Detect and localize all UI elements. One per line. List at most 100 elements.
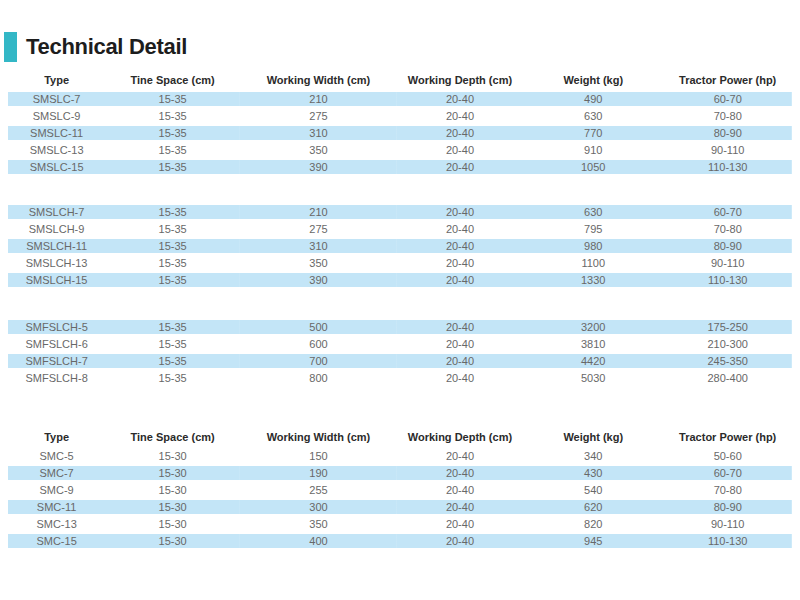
cell: 110-130 (663, 158, 792, 175)
column-header: Type (8, 427, 105, 447)
table-row: SMSLC-1115-3531020-4077080-90 (8, 124, 792, 141)
cell: SMFSLCH-8 (8, 369, 105, 386)
cell: 15-30 (105, 532, 240, 549)
cell: SMC-5 (8, 447, 105, 464)
table-row: SMSLC-1315-3535020-4091090-110 (8, 141, 792, 158)
cell: 620 (523, 498, 663, 515)
cell: 980 (523, 237, 663, 254)
column-header: Working Width (cm) (240, 427, 397, 447)
column-header: Tractor Power (hp) (663, 427, 792, 447)
cell: SMSLCH-9 (8, 220, 105, 237)
cell: 15-35 (105, 107, 240, 124)
cell: 210 (240, 90, 397, 107)
cell: SMSLC-13 (8, 141, 105, 158)
cell: SMC-7 (8, 464, 105, 481)
cell: 15-35 (105, 254, 240, 271)
table-row: SMSLC-1515-3539020-401050110-130 (8, 158, 792, 175)
cell: 80-90 (663, 124, 792, 141)
table-row: SMSLCH-915-3527520-4079570-80 (8, 220, 792, 237)
cell: SMC-13 (8, 515, 105, 532)
cell: 20-40 (397, 141, 523, 158)
cell: 20-40 (397, 481, 523, 498)
cell: 540 (523, 481, 663, 498)
cell: 80-90 (663, 237, 792, 254)
cell: 20-40 (397, 90, 523, 107)
table-row: SMSLC-915-3527520-4063070-80 (8, 107, 792, 124)
table-row: SMC-915-3025520-4054070-80 (8, 481, 792, 498)
column-header: Tine Space (cm) (105, 427, 240, 447)
cell: 390 (240, 158, 397, 175)
group-spacer-cell (8, 175, 792, 203)
cell: 350 (240, 515, 397, 532)
cell: SMSLC-15 (8, 158, 105, 175)
table-row: SMC-715-3019020-4043060-70 (8, 464, 792, 481)
header-row: TypeTine Space (cm)Working Width (cm)Wor… (8, 427, 792, 447)
cell: 3200 (523, 318, 663, 335)
cell: 1330 (523, 271, 663, 288)
cell: 15-35 (105, 237, 240, 254)
group-spacer (8, 288, 792, 318)
cell: 255 (240, 481, 397, 498)
cell: 110-130 (663, 271, 792, 288)
table-row: SMC-515-3015020-4034050-60 (8, 447, 792, 464)
cell: 15-30 (105, 447, 240, 464)
title-accent-bar (4, 32, 17, 62)
cell: SMFSLCH-5 (8, 318, 105, 335)
cell: 800 (240, 369, 397, 386)
table-row: SMFSLCH-715-3570020-404420245-350 (8, 352, 792, 369)
cell: 4420 (523, 352, 663, 369)
cell: 15-35 (105, 369, 240, 386)
cell: 15-30 (105, 515, 240, 532)
cell: 15-35 (105, 220, 240, 237)
table-row: SMSLCH-1115-3531020-4098080-90 (8, 237, 792, 254)
cell: 110-130 (663, 532, 792, 549)
spec-table-smc-series: TypeTine Space (cm)Working Width (cm)Wor… (8, 427, 792, 549)
cell: 20-40 (397, 203, 523, 220)
cell: 20-40 (397, 237, 523, 254)
table-row: SMSLCH-715-3521020-4063060-70 (8, 203, 792, 220)
cell: 350 (240, 141, 397, 158)
cell: SMSLCH-15 (8, 271, 105, 288)
cell: 630 (523, 203, 663, 220)
cell: 20-40 (397, 447, 523, 464)
cell: 90-110 (663, 515, 792, 532)
group-spacer-cell (8, 288, 792, 318)
header-row: TypeTine Space (cm)Working Width (cm)Wor… (8, 70, 792, 90)
cell: 20-40 (397, 515, 523, 532)
cell: 20-40 (397, 124, 523, 141)
table-row: SMFSLCH-815-3580020-405030280-400 (8, 369, 792, 386)
cell: 20-40 (397, 352, 523, 369)
table-row: SMC-1115-3030020-4062080-90 (8, 498, 792, 515)
cell: 60-70 (663, 203, 792, 220)
cell: 210-300 (663, 335, 792, 352)
column-header: Weight (kg) (523, 427, 663, 447)
cell: 15-35 (105, 141, 240, 158)
cell: 1050 (523, 158, 663, 175)
cell: 820 (523, 515, 663, 532)
cell: 15-35 (105, 352, 240, 369)
cell: 15-30 (105, 464, 240, 481)
cell: 310 (240, 237, 397, 254)
cell: 60-70 (663, 90, 792, 107)
cell: 70-80 (663, 107, 792, 124)
cell: 3810 (523, 335, 663, 352)
cell: 5030 (523, 369, 663, 386)
cell: 245-350 (663, 352, 792, 369)
cell: 15-35 (105, 318, 240, 335)
cell: 280-400 (663, 369, 792, 386)
cell: 20-40 (397, 532, 523, 549)
cell: 300 (240, 498, 397, 515)
cell: 175-250 (663, 318, 792, 335)
cell: 15-35 (105, 124, 240, 141)
cell: 20-40 (397, 254, 523, 271)
cell: 15-35 (105, 335, 240, 352)
cell: 350 (240, 254, 397, 271)
cell: SMSLCH-11 (8, 237, 105, 254)
cell: 15-35 (105, 90, 240, 107)
cell: 500 (240, 318, 397, 335)
cell: SMSLCH-7 (8, 203, 105, 220)
spec-table-smslc-series: TypeTine Space (cm)Working Width (cm)Wor… (8, 70, 792, 386)
cell: 490 (523, 90, 663, 107)
cell: 400 (240, 532, 397, 549)
cell: 15-30 (105, 498, 240, 515)
